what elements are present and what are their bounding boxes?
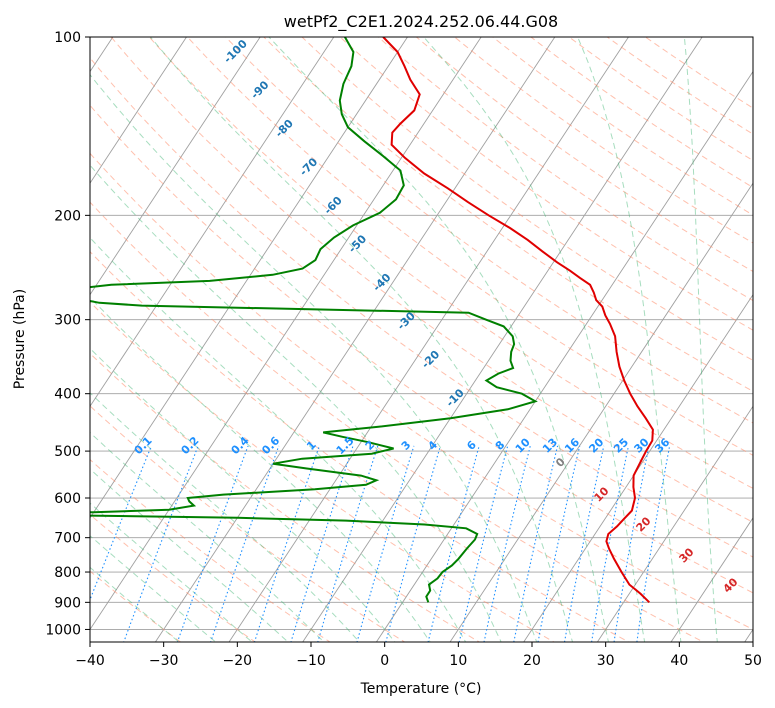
moist-adiabat-line: [90, 392, 361, 642]
mixing-ratio-line: [537, 445, 581, 642]
y-tick-label: 100: [54, 30, 81, 46]
isotherm-line: [90, 37, 261, 296]
mixing-ratio-line: [591, 445, 630, 642]
moist-adiabat-line: [90, 236, 467, 642]
dry-adiabat-line: [90, 201, 705, 642]
mixing-ratio-line: [613, 445, 650, 642]
y-tick-label: 500: [54, 444, 81, 460]
dry-adiabat-line: [90, 104, 753, 594]
moist-adiabat-line: [268, 37, 610, 642]
dry-adiabat-line: [90, 301, 555, 642]
chart-title: wetPf2_C2E1.2024.252.06.44.G08: [284, 12, 558, 32]
y-tick-label: 300: [54, 313, 81, 329]
mixing-ratio-line: [385, 445, 441, 642]
dry-adiabat-line: [110, 37, 753, 523]
moist-adiabat-line: [90, 164, 502, 642]
mixing-ratio-line: [210, 445, 280, 642]
dry-adiabat-line: [90, 250, 630, 642]
dry-adiabat-line: [453, 37, 753, 244]
x-tick-label: −30: [149, 653, 179, 669]
moist-adiabat-line: [423, 37, 646, 642]
x-tick-label: 30: [597, 653, 615, 669]
dry-adiabat-line: [148, 37, 753, 489]
dry-adiabat-line: [186, 37, 753, 456]
dry-adiabat-line: [377, 37, 753, 302]
x-tick-label: 10: [449, 653, 467, 669]
x-tick-label: −20: [223, 653, 253, 669]
mixing-ratio-line: [563, 445, 605, 642]
moist-adiabat-line: [90, 566, 180, 642]
x-axis-label: Temperature (°C): [360, 681, 482, 697]
dry-adiabat-line: [263, 37, 753, 392]
mixing-ratio-line: [636, 445, 671, 642]
dry-adiabat-line: [339, 37, 753, 331]
moist-adiabat-line: [90, 431, 325, 642]
y-tick-label: 700: [54, 531, 81, 547]
moist-adiabat-line: [150, 37, 574, 642]
dry-adiabat-line: [90, 458, 331, 642]
dry-adiabat-line: [491, 37, 753, 216]
moist-adiabats: [90, 37, 718, 642]
isotherm-line: [90, 37, 482, 631]
dry-adiabat-line: [224, 37, 753, 424]
dry-adiabat-line: [415, 37, 753, 273]
isotherm-line: [228, 37, 630, 642]
mixing-ratio-lines: [90, 445, 671, 642]
y-tick-label: 800: [54, 565, 81, 581]
mixing-ratio-line: [458, 445, 509, 642]
isotherm-line: [90, 37, 335, 408]
temperature-profile: [382, 37, 654, 604]
dry-adiabat-line: [301, 37, 753, 361]
moist-adiabat-line: [683, 37, 718, 642]
moist-adiabat-line: [90, 73, 538, 642]
plot-area: [90, 37, 753, 642]
plot-frame: [89, 36, 754, 643]
dry-adiabat-line: [90, 152, 753, 631]
x-tick-label: 20: [523, 653, 541, 669]
isotherm-line: [90, 37, 409, 519]
isotherm-line: [375, 70, 753, 642]
isotherm-lines: [90, 37, 753, 642]
isotherm-line: [523, 293, 753, 642]
dry-adiabats: [90, 37, 753, 642]
isotherm-line: [90, 37, 188, 184]
x-tick-label: 0: [380, 653, 389, 669]
y-tick-label: 200: [54, 208, 81, 224]
x-tick-label: 40: [670, 653, 688, 669]
moist-adiabat-line: [90, 502, 253, 642]
mixing-ratio-line: [513, 445, 559, 642]
x-tick-label: 50: [744, 653, 762, 669]
isotherm-line: [449, 182, 753, 642]
y-axis-ticks: 100 200 300 400 500 600 700 800 900 1000: [45, 30, 90, 638]
mixing-ratio-line: [427, 445, 480, 642]
moist-adiabat-line: [90, 468, 289, 642]
y-tick-label: 400: [54, 387, 81, 403]
x-tick-label: −40: [75, 653, 105, 669]
y-tick-label: 1000: [45, 622, 81, 638]
y-axis-label: Pressure (hPa): [12, 289, 28, 389]
dry-adiabat-line: [90, 57, 753, 558]
x-tick-label: −10: [296, 653, 326, 669]
y-tick-label: 900: [54, 595, 81, 611]
moist-adiabat-line: [90, 347, 396, 642]
y-tick-label: 600: [54, 491, 81, 507]
moist-adiabat-line: [90, 535, 217, 642]
x-axis-ticks: −40 −30 −20 −10 0 10 20 30 40 50: [75, 642, 762, 669]
dewpoint-profile: [90, 37, 538, 603]
mixing-ratio-line: [123, 445, 199, 642]
isotherm-line: [154, 37, 556, 642]
plot-content: -100-90-80-70-60-50-40-30-20-100.1 0.2 0.4…: [90, 37, 753, 642]
isotherm-line: [596, 405, 753, 642]
moist-adiabat-line: [577, 37, 682, 642]
